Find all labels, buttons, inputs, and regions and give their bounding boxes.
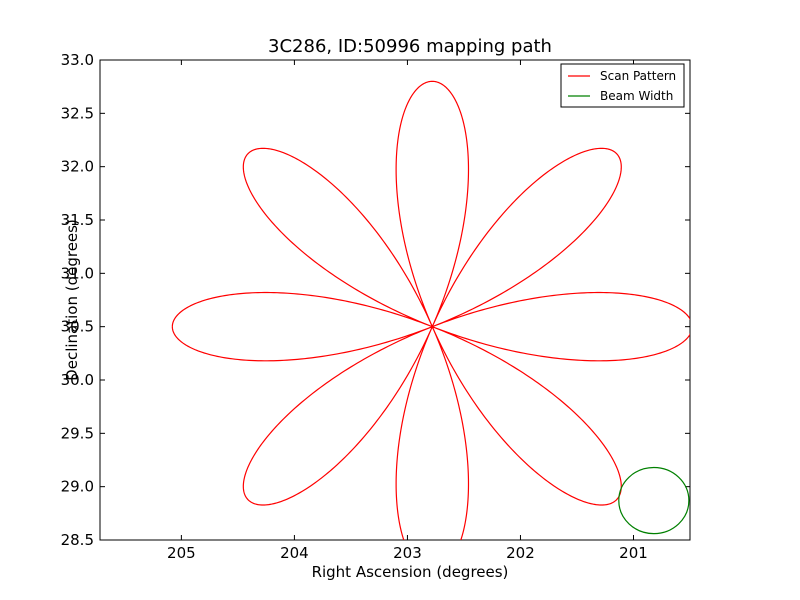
series-layer bbox=[171, 80, 690, 540]
chart-title: 3C286, ID:50996 mapping path bbox=[268, 36, 552, 57]
y-tick-label: 32.0 bbox=[61, 158, 94, 176]
x-axis-label: Right Ascension (degrees) bbox=[312, 563, 509, 581]
y-tick-label: 30.5 bbox=[61, 318, 94, 336]
axis-ticks: 205 204 203 202 201 28.5 29.0 29.5 30.0 30.5 31.0 3… bbox=[61, 51, 690, 562]
x-tick-label: 201 bbox=[619, 544, 648, 562]
y-axis-label: Declination (degrees) bbox=[63, 219, 81, 381]
y-tick-label: 30.0 bbox=[61, 371, 94, 389]
y-tick-label: 29.5 bbox=[61, 424, 94, 442]
plot-area bbox=[99, 59, 691, 541]
series-scan-pattern bbox=[171, 80, 690, 540]
x-tick-label: 202 bbox=[506, 544, 535, 562]
y-tick-label: 33.0 bbox=[61, 51, 94, 69]
x-tick-label: 203 bbox=[393, 544, 422, 562]
x-tick-label: 205 bbox=[167, 544, 196, 562]
y-tick-label: 29.0 bbox=[61, 478, 94, 496]
series-beam-width bbox=[618, 466, 690, 535]
y-tick-label: 31.5 bbox=[61, 211, 94, 229]
y-tick-label: 31.0 bbox=[61, 264, 94, 282]
y-tick-label: 28.5 bbox=[61, 531, 94, 549]
legend-label-scan-pattern: Scan Pattern bbox=[600, 69, 676, 83]
y-tick-label: 32.5 bbox=[61, 104, 94, 122]
legend: Scan Pattern Beam Width bbox=[560, 63, 685, 108]
x-tick-label: 204 bbox=[280, 544, 309, 562]
legend-box bbox=[560, 63, 685, 108]
legend-label-beam-width: Beam Width bbox=[600, 89, 673, 103]
